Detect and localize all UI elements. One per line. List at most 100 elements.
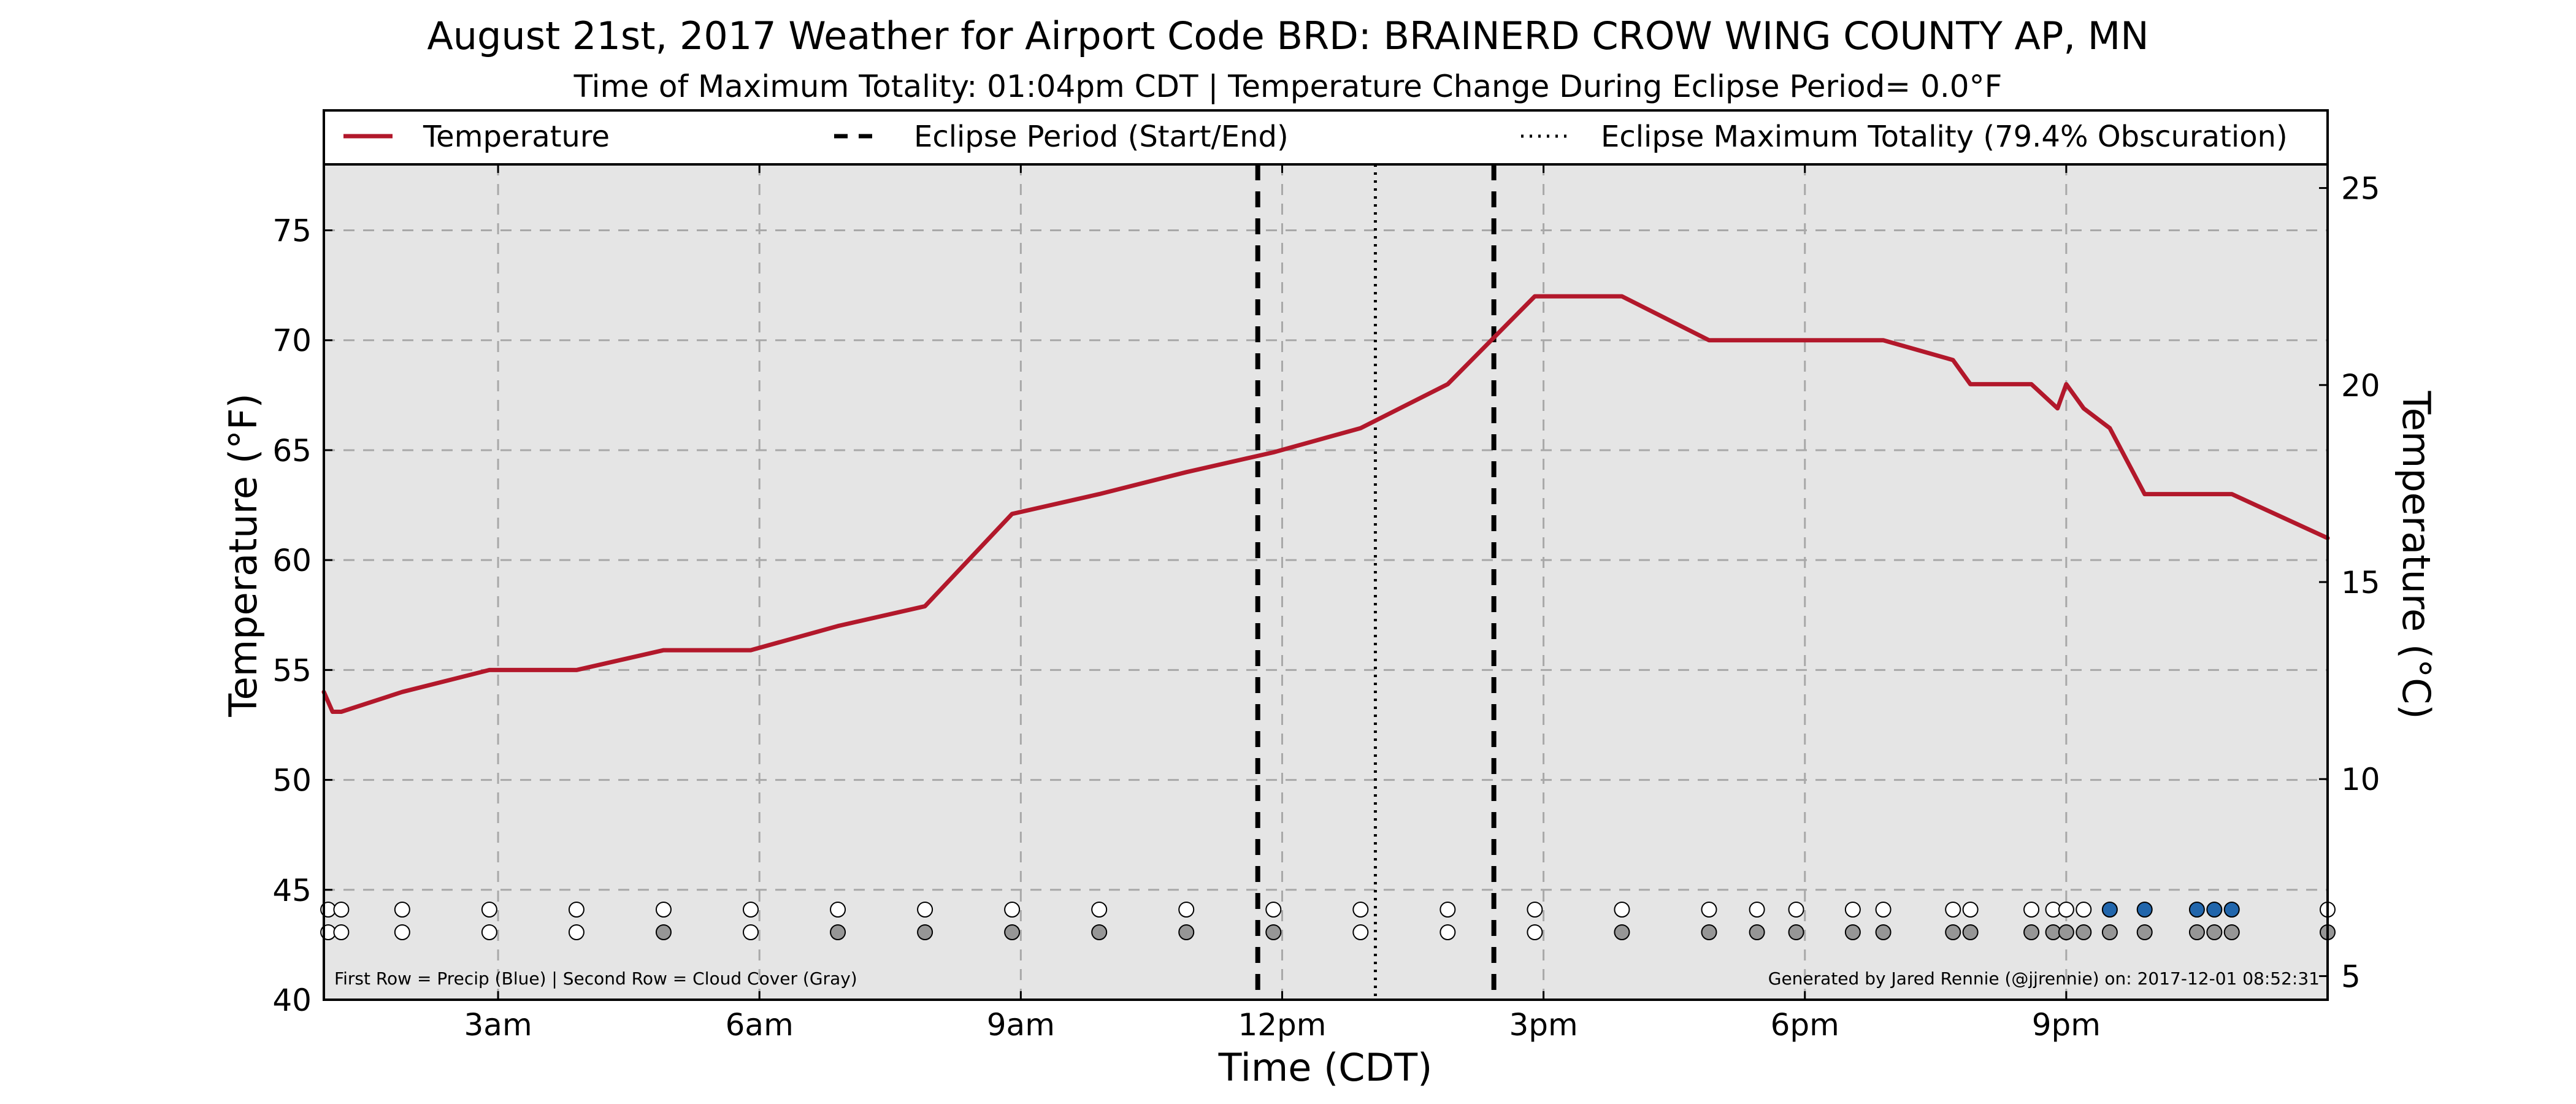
- x-tick-label: 3am: [464, 1007, 532, 1043]
- precip-dot: [1701, 902, 1717, 918]
- precip-dot: [1265, 902, 1282, 918]
- chart-title: August 21st, 2017 Weather for Airport Co…: [427, 13, 2149, 58]
- cloud-dot: [2076, 924, 2092, 940]
- y-axis-label-left: Temperature (°F): [221, 393, 266, 717]
- plot-area: [324, 164, 2328, 1000]
- cloud-dot: [1962, 924, 1979, 940]
- cloud-dot: [1945, 924, 1961, 940]
- legend-label-max-totality: Eclipse Maximum Totality (79.4% Obscurat…: [1601, 120, 2288, 154]
- cloud-dot: [1749, 924, 1765, 940]
- y-tick-label: 40: [272, 983, 312, 1018]
- cloud-dot: [917, 924, 933, 940]
- legend: Temperature Eclipse Period (Start/End) E…: [343, 120, 2288, 154]
- cloud-dot: [2136, 924, 2153, 940]
- precip-dot: [1844, 902, 1861, 918]
- plot-frame: [323, 109, 2329, 1001]
- cloud-dot: [2188, 924, 2205, 940]
- precip-dot: [333, 902, 350, 918]
- y-tick-label: 55: [272, 653, 312, 688]
- precip-dot: [2188, 902, 2205, 918]
- cloud-dot: [1178, 924, 1195, 940]
- cloud-dot: [1875, 924, 1892, 940]
- cloud-dot: [1614, 924, 1630, 940]
- legend-label-temperature: Temperature: [423, 120, 610, 154]
- cloud-dot: [1091, 924, 1108, 940]
- x-tick-label: 6am: [726, 1007, 794, 1043]
- precip-dot: [1004, 902, 1021, 918]
- cloud-dot: [2101, 924, 2118, 940]
- footnote-right: Generated by Jared Rennie (@jjrennie) on…: [1768, 968, 2320, 989]
- y-tick-label: 50: [272, 763, 312, 799]
- precip-dot: [1352, 902, 1369, 918]
- x-axis-ticks: 3am 6am 9am 12pm 3pm 6pm 9pm: [464, 164, 2101, 1043]
- grid-lines: [324, 164, 2328, 1000]
- cloud-dot: [655, 924, 672, 940]
- y-right-tick-label: 25: [2341, 171, 2380, 207]
- precip-dot: [1945, 902, 1961, 918]
- y-axis-right-ticks: 5 10 15 20 25: [2319, 171, 2380, 994]
- cloud-dot: [1844, 924, 1861, 940]
- x-tick-label: 6pm: [1771, 1007, 1839, 1043]
- precip-dot: [1788, 902, 1804, 918]
- y-right-tick-label: 10: [2341, 762, 2380, 797]
- observation-dots: [320, 902, 2336, 940]
- precip-dot: [743, 902, 759, 918]
- y-right-tick-label: 20: [2341, 368, 2380, 404]
- precip-dot: [917, 902, 933, 918]
- cloud-dot: [481, 924, 497, 940]
- x-tick-label: 12pm: [1238, 1007, 1326, 1043]
- x-tick-label: 3pm: [1509, 1007, 1577, 1043]
- x-tick-label: 9pm: [2032, 1007, 2101, 1043]
- legend-label-eclipse-period: Eclipse Period (Start/End): [914, 120, 1289, 154]
- cloud-dot: [2206, 924, 2223, 940]
- cloud-dot: [1265, 924, 1282, 940]
- precip-dot: [2136, 902, 2153, 918]
- cloud-dot: [2058, 924, 2074, 940]
- cloud-dot: [1788, 924, 1804, 940]
- y-right-tick-label: 15: [2341, 565, 2380, 600]
- precip-dot: [2058, 902, 2074, 918]
- footnote-left: First Row = Precip (Blue) | Second Row =…: [334, 968, 857, 989]
- precip-dot: [1875, 902, 1892, 918]
- cloud-dot: [1439, 924, 1456, 940]
- temperature-line: [321, 294, 2330, 714]
- temperature-series: [321, 294, 2330, 714]
- chart-subtitle: Time of Maximum Totality: 01:04pm CDT | …: [573, 69, 2003, 104]
- y-tick-label: 45: [272, 873, 312, 908]
- cloud-dot: [1352, 924, 1369, 940]
- precip-dot: [2076, 902, 2092, 918]
- y-axis-label-right: Temperature (°C): [2394, 390, 2439, 719]
- cloud-dot: [830, 924, 846, 940]
- precip-dot: [394, 902, 410, 918]
- y-tick-label: 70: [272, 323, 312, 359]
- precip-dot: [1614, 902, 1630, 918]
- precip-dot: [1527, 902, 1543, 918]
- cloud-dot: [1701, 924, 1717, 940]
- y-tick-label: 75: [272, 213, 312, 249]
- precip-dot: [1178, 902, 1195, 918]
- precip-dot: [1091, 902, 1108, 918]
- cloud-dot: [743, 924, 759, 940]
- cloud-dot: [568, 924, 585, 940]
- x-tick-label: 9am: [987, 1007, 1055, 1043]
- precip-dot: [2101, 902, 2118, 918]
- precip-dot: [2206, 902, 2223, 918]
- eclipse-markers: [1255, 164, 1497, 1000]
- precip-dot: [1439, 902, 1456, 918]
- precip-dot: [1962, 902, 1979, 918]
- precip-dot: [830, 902, 846, 918]
- cloud-dot: [1004, 924, 1021, 940]
- cloud-dot: [394, 924, 410, 940]
- precip-dot: [655, 902, 672, 918]
- y-tick-label: 65: [272, 433, 312, 469]
- y-tick-label: 60: [272, 543, 312, 578]
- precip-dot: [2023, 902, 2040, 918]
- precip-dot: [481, 902, 497, 918]
- y-right-tick-label: 5: [2341, 959, 2361, 994]
- cloud-dot: [333, 924, 350, 940]
- cloud-dot: [1527, 924, 1543, 940]
- precip-dot: [1749, 902, 1765, 918]
- x-axis-label: Time (CDT): [1218, 1045, 1433, 1090]
